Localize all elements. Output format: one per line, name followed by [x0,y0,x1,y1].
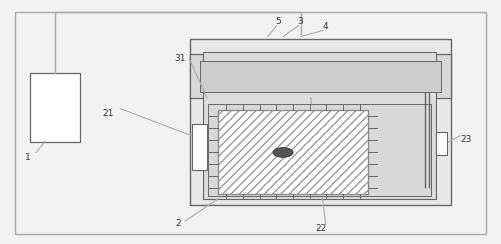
Bar [30,73,80,142]
Bar [200,61,441,92]
Text: 31: 31 [175,54,186,63]
Text: 3: 3 [298,18,304,26]
Text: 4: 4 [323,22,329,31]
Text: 5: 5 [275,18,281,26]
Bar [190,54,451,98]
Bar [218,110,368,194]
Text: 2: 2 [175,219,181,228]
Bar [436,132,447,155]
Bar [192,124,207,170]
Text: 23: 23 [460,135,471,143]
Bar [190,39,451,205]
Text: 21: 21 [102,109,113,118]
Text: 22: 22 [315,224,326,233]
Text: 1: 1 [25,153,31,162]
Bar [208,104,431,196]
Circle shape [273,148,293,157]
Bar [218,110,368,194]
Bar [203,52,436,199]
